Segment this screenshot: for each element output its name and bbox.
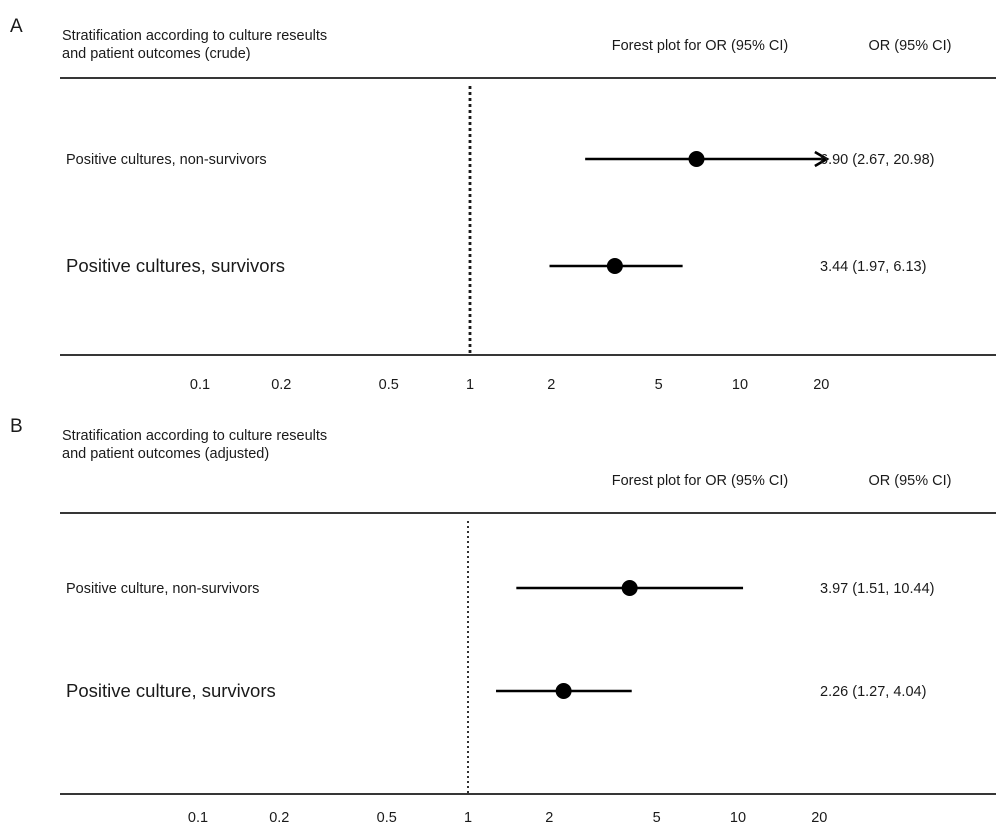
x-tick-label: 0.5 (377, 810, 397, 826)
x-tick-label: 1 (466, 377, 474, 393)
panel-title-line: Stratification according to culture rese… (62, 28, 327, 44)
or-point (555, 683, 572, 699)
x-tick-label: 10 (732, 377, 748, 393)
or-value-text: 3.97 (1.51, 10.44) (820, 581, 934, 597)
x-tick-label: 0.1 (190, 377, 210, 393)
panel-label: B (10, 416, 23, 437)
panel-label: A (10, 16, 23, 37)
forest-panel-b: B Stratification according to culture res… (10, 416, 996, 826)
or-value-text: 6.90 (2.67, 20.98) (820, 152, 934, 168)
plot-column-header: Forest plot for OR (95% CI) (612, 38, 788, 54)
row-label: Positive culture, non-survivors (66, 581, 259, 597)
ci-arrow (814, 150, 830, 168)
row-label: Positive culture, survivors (66, 680, 276, 701)
x-tick-label: 1 (464, 810, 472, 826)
x-tick-label: 2 (547, 377, 555, 393)
x-tick-label: 0.2 (269, 810, 289, 826)
value-column-header: OR (95% CI) (869, 38, 952, 54)
value-column-header: OR (95% CI) (869, 473, 952, 489)
forest-panel-a: A Stratification according to culture res… (10, 16, 996, 393)
panel-title-line: Stratification according to culture rese… (62, 428, 327, 444)
x-tick-label: 20 (813, 377, 829, 393)
panel-title-line: and patient outcomes (crude) (62, 46, 251, 62)
or-point (606, 258, 623, 274)
x-tick-label: 0.5 (379, 377, 399, 393)
x-tick-label: 0.2 (271, 377, 291, 393)
row-label: Positive cultures, survivors (66, 255, 285, 276)
x-tick-label: 0.1 (188, 810, 208, 826)
or-point (688, 151, 705, 167)
x-tick-label: 5 (655, 377, 663, 393)
row-label: Positive cultures, non-survivors (66, 152, 267, 168)
x-tick-label: 10 (730, 810, 746, 826)
plot-column-header: Forest plot for OR (95% CI) (612, 473, 788, 489)
x-tick-label: 5 (653, 810, 661, 826)
x-tick-label: 2 (545, 810, 553, 826)
or-value-text: 3.44 (1.97, 6.13) (820, 259, 926, 275)
or-value-text: 2.26 (1.27, 4.04) (820, 684, 926, 700)
or-point (621, 580, 638, 596)
x-tick-label: 20 (811, 810, 827, 826)
panel-title-line: and patient outcomes (adjusted) (62, 446, 269, 462)
